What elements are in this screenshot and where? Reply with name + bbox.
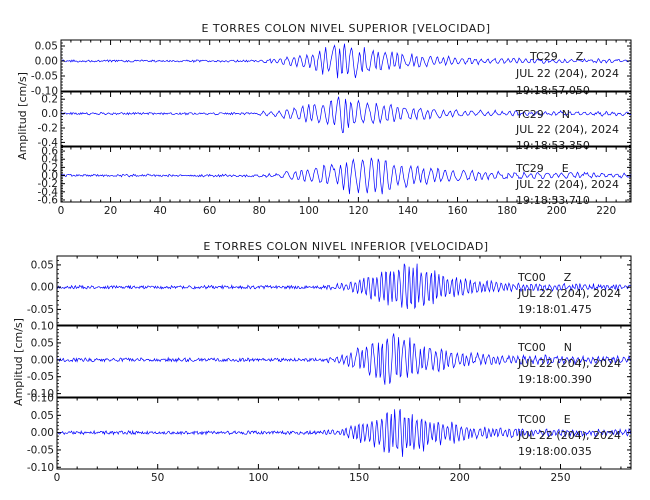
upper-panel-n-yticks: 0.2 0.0 -0.2 -0.4 xyxy=(38,93,631,149)
x-tick-label: 0 xyxy=(54,472,61,484)
lower-panel-n-trace xyxy=(56,333,631,385)
lower-panel-z-date: JUL 22 (204), 2024 xyxy=(517,287,621,300)
lower-panel-n-yticks: 0.10 0.05 0.00 -0.05 -0.10 xyxy=(27,321,631,400)
upper-panel-e-trace xyxy=(60,157,632,195)
x-tick-label: 200 xyxy=(547,205,567,217)
upper-panel-n: 0.20.0-0.2-0.4 TC29 N JUL 22 (204), 2024 … xyxy=(38,91,632,152)
x-tick-label: 40 xyxy=(153,205,166,217)
lower-panel-z-trace xyxy=(56,263,631,310)
upper-panel-z-date: JUL 22 (204), 2024 xyxy=(515,67,619,80)
lower-panel-e-frame xyxy=(56,397,632,470)
lower-panel-e-yticks: 0.10 0.05 0.00 -0.05 -0.10 xyxy=(27,393,631,474)
y-tick-label: 0.00 xyxy=(31,354,54,366)
chart-lower-title: E TORRES COLON NIVEL INFERIOR [VELOCIDAD… xyxy=(203,240,488,253)
lower-panel-n-frame xyxy=(56,325,632,398)
x-tick-label: 50 xyxy=(151,472,164,484)
y-tick-label: 0.2 xyxy=(41,94,58,106)
chart-upper-title: E TORRES COLON NIVEL SUPERIOR [VELOCIDAD… xyxy=(201,22,490,35)
x-tick-label: 220 xyxy=(596,205,616,217)
x-tick-label: 100 xyxy=(299,205,319,217)
x-tick-label: 160 xyxy=(447,205,467,217)
upper-panel-z-frame xyxy=(60,39,632,92)
y-tick-label: -0.10 xyxy=(27,388,54,400)
lower-panel-e-station: TC00 E xyxy=(517,413,571,426)
x-tick-label: 0 xyxy=(58,205,65,217)
y-tick-label: 0.10 xyxy=(31,393,54,405)
y-tick-label: -0.05 xyxy=(27,371,54,383)
y-tick-label: 0.10 xyxy=(31,321,54,333)
x-tick-label: 150 xyxy=(349,472,369,484)
y-tick-label: -0.05 xyxy=(27,304,54,316)
upper-panel-n-time: 19:18:53.350 xyxy=(516,139,590,152)
y-tick-label: 0.00 xyxy=(31,282,54,294)
y-tick-label: 0.05 xyxy=(35,41,58,53)
x-tick-label: 120 xyxy=(348,205,368,217)
chart-lower-ylabel: Amplitud [cm/s] xyxy=(12,318,25,406)
x-tick-label: 180 xyxy=(497,205,517,217)
lower-panel-e: 0.10 0.05 0.00 -0.05 -0.10 TC00 E JUL 22 (204… xyxy=(27,393,632,474)
lower-panel-n-date: JUL 22 (204), 2024 xyxy=(517,357,621,370)
y-tick-label: 0.0 xyxy=(41,108,58,120)
lower-panel-z-station: TC00 Z xyxy=(517,271,572,284)
y-tick-label: 0.00 xyxy=(31,427,54,439)
lower-panel-e-trace xyxy=(57,409,631,457)
lower-x-axis: 0 50 100 150 200 250 xyxy=(54,256,622,484)
upper-panel-z-time: 19:18:57.050 xyxy=(516,84,590,97)
y-tick-label: 0.4 xyxy=(41,154,58,166)
y-tick-label: 0.6 xyxy=(41,146,58,158)
lower-panel-e-date: JUL 22 (204), 2024 xyxy=(517,429,621,442)
upper-x-axis: 0 20 40 60 80 100 120 140 160 180 200 220 xyxy=(58,40,627,217)
upper-panel-n-date: JUL 22 (204), 2024 xyxy=(515,123,619,136)
lower-panel-n-station: TC00 N xyxy=(517,341,572,354)
upper-panel-n-station: TC29 N xyxy=(515,108,570,121)
lower-panel-e-time: 19:18:00.035 xyxy=(518,445,592,458)
lower-panel-z: 0.05 0.00 -0.05 TC00 Z JUL 22 (204), 2024 1… xyxy=(27,255,632,326)
y-tick-label: 0.2 xyxy=(41,162,58,174)
lower-panel-n: 0.10 0.05 0.00 -0.05 -0.10 TC00 N JUL 22 (204… xyxy=(27,321,632,400)
upper-panel-e-station: TC29 E xyxy=(515,162,569,175)
lower-panel-z-time: 19:18:01.475 xyxy=(518,303,592,316)
x-tick-label: 200 xyxy=(450,472,470,484)
x-tick-label: 60 xyxy=(203,205,216,217)
lower-panel-z-frame xyxy=(56,255,632,326)
upper-panel-e-time: 19:18:53.710 xyxy=(516,194,590,207)
chart-upper: E TORRES COLON NIVEL SUPERIOR [VELOCIDAD… xyxy=(16,22,632,217)
x-tick-label: 100 xyxy=(248,472,268,484)
y-tick-label: 0.05 xyxy=(31,337,54,349)
upper-panel-z-trace xyxy=(60,43,632,79)
y-tick-label: -0.2 xyxy=(38,123,59,135)
x-tick-label: 20 xyxy=(104,205,117,217)
y-tick-label: -0.10 xyxy=(31,86,58,98)
x-tick-label: 140 xyxy=(398,205,418,217)
y-tick-label: -0.05 xyxy=(27,444,54,456)
upper-panel-z-station: TC29 Z xyxy=(529,50,584,63)
y-tick-label: 0.00 xyxy=(35,56,58,68)
y-tick-label: -0.10 xyxy=(27,462,54,474)
y-tick-label: 0.0 xyxy=(41,170,58,182)
y-tick-label: -0.4 xyxy=(38,186,59,198)
upper-panel-e-date: JUL 22 (204), 2024 xyxy=(515,178,619,191)
chart-upper-ylabel: Amplitud [cm/s] xyxy=(16,72,29,160)
y-tick-label: -0.4 xyxy=(38,137,59,149)
y-tick-label: 0.05 xyxy=(31,410,54,422)
upper-panel-e: 0.60.40.20.0-0.2-0.4-0.6 TC29 E JUL 22 (2… xyxy=(38,146,632,207)
y-tick-label: -0.2 xyxy=(38,178,59,190)
y-tick-label: 0.05 xyxy=(31,259,54,271)
lower-panel-n-time: 19:18:00.390 xyxy=(518,373,592,386)
y-tick-label: -0.05 xyxy=(31,71,58,83)
upper-panel-n-trace xyxy=(60,96,632,134)
x-tick-label: 80 xyxy=(253,205,266,217)
upper-panel-z: 0.05 0.00 -0.05 -0.10 TC29 Z JUL 22 (204), 2… xyxy=(31,39,632,98)
x-tick-label: 250 xyxy=(550,472,570,484)
upper-panel-z-yticks: 0.05 0.00 -0.05 -0.10 xyxy=(31,39,631,98)
chart-lower: E TORRES COLON NIVEL INFERIOR [VELOCIDAD… xyxy=(12,240,632,484)
y-tick-label: -0.6 xyxy=(38,194,59,206)
upper-panel-e-yticks: 0.60.40.20.0-0.2-0.4-0.6 xyxy=(38,146,631,206)
lower-panel-z-yticks: 0.05 0.00 -0.05 xyxy=(27,255,631,324)
